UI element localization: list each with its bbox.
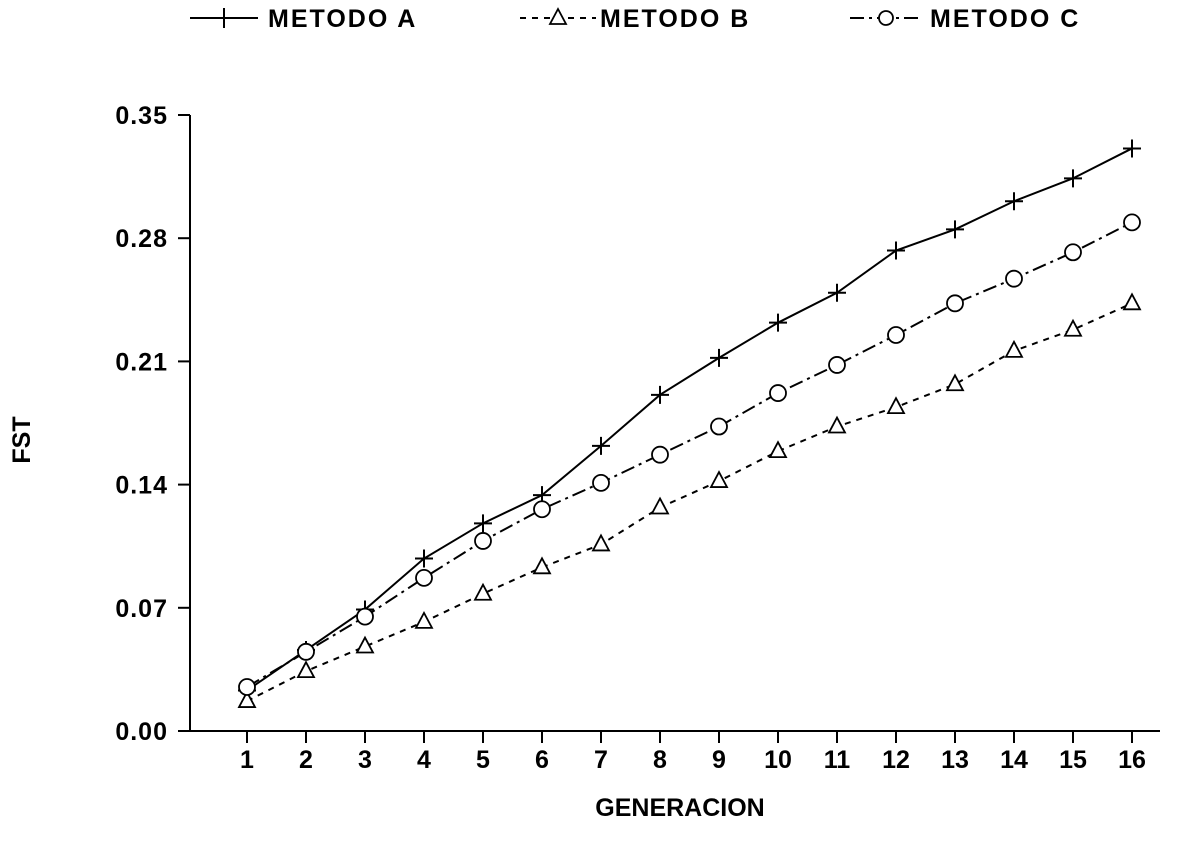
x-tick-label: 14 <box>1000 746 1028 774</box>
circle-marker <box>1064 243 1082 262</box>
plus-marker <box>710 348 728 367</box>
plus-marker <box>887 241 905 260</box>
circle-marker <box>1005 269 1023 288</box>
x-tick-label: 16 <box>1118 746 1146 774</box>
triangle-marker <box>237 690 257 708</box>
circle-marker <box>710 417 728 436</box>
circle-marker <box>592 473 610 492</box>
plus-marker <box>828 283 846 302</box>
y-axis-ticks: 0.00 0.07 0.14 0.21 0.28 0.35 <box>115 102 190 746</box>
plus-marker <box>651 385 669 404</box>
triangle-marker <box>650 496 670 515</box>
x-axis-ticks: 1 2 3 4 5 6 7 8 9 10 11 12 13 14 15 16 <box>240 731 1146 774</box>
plus-marker <box>769 313 787 332</box>
y-tick-label: 0.28 <box>115 225 168 253</box>
x-tick-label: 7 <box>594 746 608 774</box>
circle-marker <box>297 642 315 661</box>
plus-marker <box>474 514 492 533</box>
triangle-marker <box>532 556 552 575</box>
plus-marker <box>1064 169 1082 188</box>
axes <box>189 115 1160 732</box>
x-tick-label: 15 <box>1059 746 1087 774</box>
y-tick-label: 0.14 <box>115 472 168 500</box>
triangle-marker <box>591 533 611 552</box>
triangle-marker <box>945 373 965 392</box>
legend-item-metodo-b: METODO B <box>520 5 750 33</box>
triangle-marker <box>1063 318 1083 337</box>
x-tick-label: 10 <box>764 746 792 774</box>
triangle-marker <box>296 660 316 679</box>
triangle-marker <box>355 635 375 654</box>
circle-marker <box>533 500 551 519</box>
circle-marker <box>651 445 669 464</box>
triangle-marker <box>709 470 729 488</box>
triangle-marker <box>1122 292 1142 311</box>
triangle-marker <box>886 396 906 415</box>
legend-item-metodo-c: METODO C <box>850 5 1080 33</box>
circle-marker <box>887 326 905 344</box>
triangle-marker <box>768 440 788 459</box>
triangle-marker-icon <box>548 7 568 25</box>
y-axis-title: FST <box>8 416 36 463</box>
triangle-marker <box>1004 339 1024 358</box>
circle-marker <box>1123 213 1141 232</box>
x-tick-label: 2 <box>299 746 313 774</box>
x-tick-label: 3 <box>358 746 372 774</box>
y-tick-label: 0.00 <box>115 718 168 746</box>
series-metodo-a-line <box>246 147 1133 692</box>
legend-item-metodo-a: METODO A <box>190 5 417 33</box>
x-tick-label: 13 <box>941 746 969 774</box>
legend-label-metodo-a: METODO A <box>268 5 417 33</box>
plus-marker <box>415 549 433 568</box>
x-tick-label: 4 <box>417 746 431 774</box>
circle-marker <box>356 607 374 626</box>
circle-marker <box>828 356 846 374</box>
x-tick-label: 9 <box>712 746 726 774</box>
plus-marker <box>592 436 610 455</box>
triangle-marker <box>473 582 493 601</box>
circle-marker <box>474 532 492 550</box>
plus-marker <box>1005 192 1023 211</box>
series-metodo-c <box>238 213 1141 696</box>
x-tick-label: 1 <box>240 746 254 774</box>
legend-label-metodo-c: METODO C <box>930 5 1080 33</box>
x-tick-label: 8 <box>653 746 667 774</box>
series-group <box>237 139 1142 708</box>
x-tick-label: 5 <box>476 746 490 774</box>
legend-label-metodo-b: METODO B <box>600 5 750 33</box>
legend: METODO A METODO B METODO C <box>190 5 1080 33</box>
y-tick-label: 0.21 <box>115 348 168 376</box>
x-axis-title: GENERACION <box>595 794 764 822</box>
y-tick-label: 0.07 <box>115 595 168 623</box>
triangle-marker <box>414 610 434 629</box>
triangle-marker <box>827 415 847 434</box>
x-tick-label: 6 <box>535 746 549 774</box>
circle-marker <box>238 678 256 696</box>
x-tick-label: 12 <box>882 746 910 774</box>
plus-marker-icon <box>214 8 234 28</box>
series-metodo-b <box>237 292 1142 708</box>
plus-marker <box>946 220 964 239</box>
series-metodo-b-line <box>246 302 1133 702</box>
circle-marker <box>946 294 964 313</box>
y-tick-label: 0.35 <box>115 102 168 130</box>
circle-marker-icon <box>878 10 894 26</box>
circle-marker <box>415 568 433 587</box>
circle-marker <box>769 384 787 402</box>
series-metodo-c-line <box>246 221 1133 688</box>
plus-marker <box>1123 139 1141 158</box>
x-tick-label: 11 <box>824 746 851 774</box>
